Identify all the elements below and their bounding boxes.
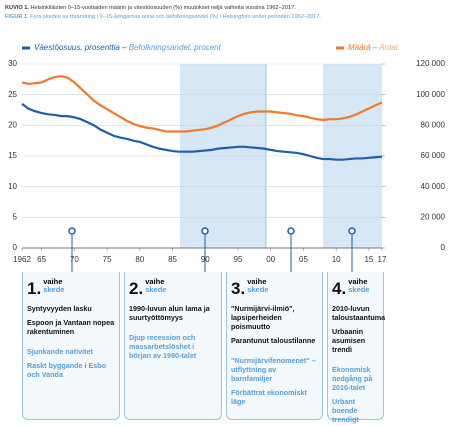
- phase-cause-fi: Urbaanin asumisen trendi: [332, 327, 366, 355]
- phase-cause-sv: Raskt byggande i Esbo och Vanda: [27, 361, 107, 380]
- x-tick-label: 90: [201, 255, 210, 264]
- legend-text: Befolkningsandel, procent: [129, 43, 222, 52]
- phase-cause-sv: Förbättrat ekonomiskt läge: [231, 388, 307, 407]
- phase-cause-sv: Djup recession och massarbetslöshet i bö…: [129, 333, 197, 361]
- phase-word-fi: vaihe: [247, 277, 267, 286]
- phase-box: 1. vaihe skede Syntyvyyden lasku Espoon ja V…: [22, 272, 120, 420]
- y2-tick-label: 40 000: [421, 182, 446, 191]
- y-tick-label: 0: [13, 243, 18, 252]
- subtitle-text: Fyra skeden av förändring i 0–15-åringar…: [30, 14, 321, 20]
- phase-cause-fi: 2010-luvun taloustaantuma: [332, 304, 386, 323]
- phase-word: vaihe skede: [247, 277, 269, 295]
- y2-tick-label: 60 000: [421, 151, 446, 160]
- spacer: [332, 354, 379, 360]
- x-tick-label: 10: [332, 255, 341, 264]
- phase-box: 4. vaihe skede 2010-luvun taloustaantuma Urb…: [327, 272, 386, 424]
- data-line: [21, 75, 383, 133]
- phase-word-sv: skede: [145, 285, 167, 295]
- y-tick-label: 15: [8, 151, 17, 160]
- phase-number: 1.: [27, 279, 42, 298]
- phase-number: 2.: [129, 279, 144, 298]
- phase-cause-fi: "Nurmijärvi-ilmiö", lapsiperheiden poism…: [231, 304, 295, 332]
- legend-text: Väestöosuus, prosenttia: [34, 43, 120, 52]
- y2-tick-label: 20 000: [421, 212, 446, 221]
- phase-marker: [348, 227, 356, 235]
- y-tick-label: 25: [8, 90, 17, 99]
- y-tick-label: 5: [13, 212, 18, 221]
- phase-marker: [287, 227, 295, 235]
- legend-entry: Väestöosuus, prosenttia – Befolkningsand…: [34, 43, 222, 52]
- spacer: [231, 345, 318, 351]
- title-text: Helsinkiläisten 0–15-vuotiaiden määrin j…: [30, 5, 296, 11]
- x-tick-label: 80: [135, 255, 144, 264]
- y2-tick-label: 80 000: [421, 120, 446, 129]
- phase-word-sv: skede: [348, 285, 370, 295]
- x-tick-label: 15: [364, 255, 373, 264]
- y2-tick-label: 0: [441, 243, 446, 252]
- phase-cause-fi: Syntyvyyden lasku: [27, 304, 92, 314]
- phase-word-fi: vaihe: [43, 277, 63, 286]
- x-tick-label: 95: [234, 255, 243, 264]
- x-tick-label: 05: [299, 255, 308, 264]
- x-tick-label: 1962: [13, 255, 31, 264]
- x-tick-label: 00: [266, 255, 275, 264]
- title-label: KUVIO 1.: [5, 5, 29, 11]
- legend-text: Antal: [378, 43, 397, 52]
- phase-marker: [201, 227, 209, 235]
- y2-tick-label: 120 000: [416, 59, 445, 68]
- spacer: [27, 336, 115, 342]
- phase-word: vaihe skede: [43, 277, 65, 295]
- phase-word-fi: vaihe: [145, 277, 165, 286]
- x-tick-label: 70: [70, 255, 79, 264]
- phase-box: 3. vaihe skede "Nurmijärvi-ilmiö", lapsiper…: [226, 272, 323, 420]
- data-line: [21, 102, 383, 161]
- spacer: [129, 322, 217, 328]
- phase-cause-sv: Urbant boende trendigt: [332, 397, 359, 425]
- phase-word-sv: skede: [247, 285, 269, 295]
- x-tick-label: 85: [168, 255, 177, 264]
- phase-cause-sv: Sjunkande nativitet: [27, 347, 93, 357]
- x-tick-label: 75: [103, 255, 112, 264]
- subtitle: FIGUR 1. Fyra skeden av förändring i 0–1…: [5, 14, 321, 20]
- phase-number: 3.: [231, 279, 246, 298]
- x-tick-label: 65: [37, 255, 46, 264]
- y-tick-label: 20: [8, 120, 17, 129]
- phase-cause-fi: Parantunut taloustilanne: [231, 336, 316, 346]
- phase-cause-fi: Espoon ja Vantaan nopea rakentuminen: [27, 318, 115, 337]
- y-tick-label: 30: [8, 59, 17, 68]
- phase-word: vaihe skede: [348, 277, 370, 295]
- phase-cause-fi: 1990-luvun alun lama ja suurtyöttömyys: [129, 304, 210, 323]
- title: KUVIO 1. Helsinkiläisten 0–15-vuotiaiden…: [5, 5, 296, 11]
- phase-word: vaihe skede: [145, 277, 167, 295]
- phase-box: 2. vaihe skede 1990-luvun alun lama ja suur…: [124, 272, 222, 420]
- phase-cause-sv: "Nurmijärvifenomenet" – utflyttning av b…: [231, 356, 316, 384]
- phase-word-sv: skede: [43, 285, 65, 295]
- phase-number: 4.: [332, 279, 347, 298]
- y2-tick-label: 100 000: [416, 90, 445, 99]
- phase-marker: [68, 227, 76, 235]
- phase-cause-sv: Ekonomisk nedgång på 2010-talet: [332, 365, 373, 393]
- legend-entry: Määrä – Antal: [348, 43, 398, 52]
- subtitle-label: FIGUR 1.: [5, 14, 29, 20]
- phase-word-fi: vaihe: [348, 277, 368, 286]
- x-tick-label: 17: [378, 255, 387, 264]
- legend-text: Määrä: [348, 43, 371, 52]
- y-tick-label: 10: [8, 182, 17, 191]
